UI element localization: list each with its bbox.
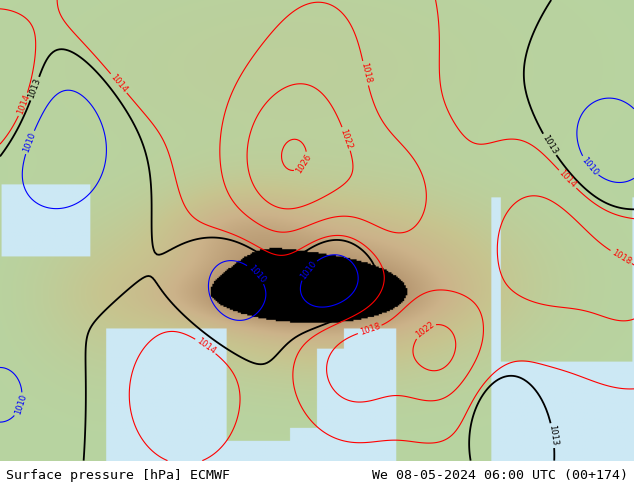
Text: 1026: 1026	[295, 152, 313, 175]
Text: 1010: 1010	[579, 155, 600, 177]
Text: 1018: 1018	[359, 62, 372, 85]
Text: 1013: 1013	[540, 133, 559, 156]
Text: 1014: 1014	[195, 336, 217, 356]
Text: 1010: 1010	[246, 263, 267, 285]
Text: 1014: 1014	[557, 169, 578, 190]
Text: 1010: 1010	[13, 393, 28, 416]
Text: We 08-05-2024 06:00 UTC (00+174): We 08-05-2024 06:00 UTC (00+174)	[372, 469, 628, 482]
Text: 1013: 1013	[547, 424, 559, 447]
Text: 1010: 1010	[22, 131, 37, 154]
Text: 1022: 1022	[339, 127, 354, 150]
Text: 1014: 1014	[15, 93, 31, 116]
Text: 1013: 1013	[27, 77, 42, 100]
Text: 1022: 1022	[413, 319, 436, 340]
Text: Surface pressure [hPa] ECMWF: Surface pressure [hPa] ECMWF	[6, 469, 230, 482]
Text: 1014: 1014	[108, 73, 129, 94]
Text: 1010: 1010	[298, 259, 318, 281]
Text: 1018: 1018	[610, 247, 633, 266]
Text: 1018: 1018	[358, 322, 381, 337]
